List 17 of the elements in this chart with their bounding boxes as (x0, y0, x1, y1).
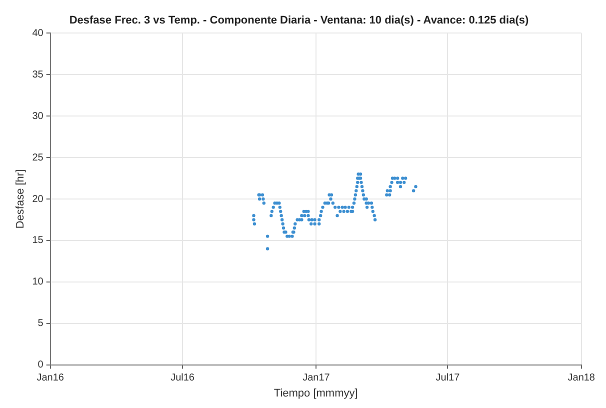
y-tick-label: 0 (38, 360, 44, 371)
chart-title: Desfase Frec. 3 vs Temp. - Componente Diaria - Ventana: 10 dia(s) - Avance: 0.125 dia(s) (69, 14, 529, 27)
y-tick-label: 35 (32, 69, 44, 80)
y-tick-label: 40 (32, 28, 44, 39)
y-tick-label: 10 (32, 276, 44, 288)
y-tick-label: 15 (32, 235, 44, 246)
y-tick-label: 30 (32, 110, 44, 122)
x-tick-label: Jul16 (170, 372, 195, 384)
y-tick-label: 5 (38, 318, 44, 330)
x-tick-label: Jan16 (36, 372, 64, 384)
y-axis-title: Desfase [hr] (14, 169, 27, 229)
x-tick-label: Jan17 (302, 372, 330, 384)
x-tick-label: Jul17 (436, 372, 460, 384)
y-tick-label: 20 (32, 194, 44, 205)
x-axis-title: Tiempo [mmmyy] (274, 387, 358, 400)
x-tick-label: Jan18 (568, 372, 596, 384)
y-tick-label: 25 (32, 152, 44, 164)
